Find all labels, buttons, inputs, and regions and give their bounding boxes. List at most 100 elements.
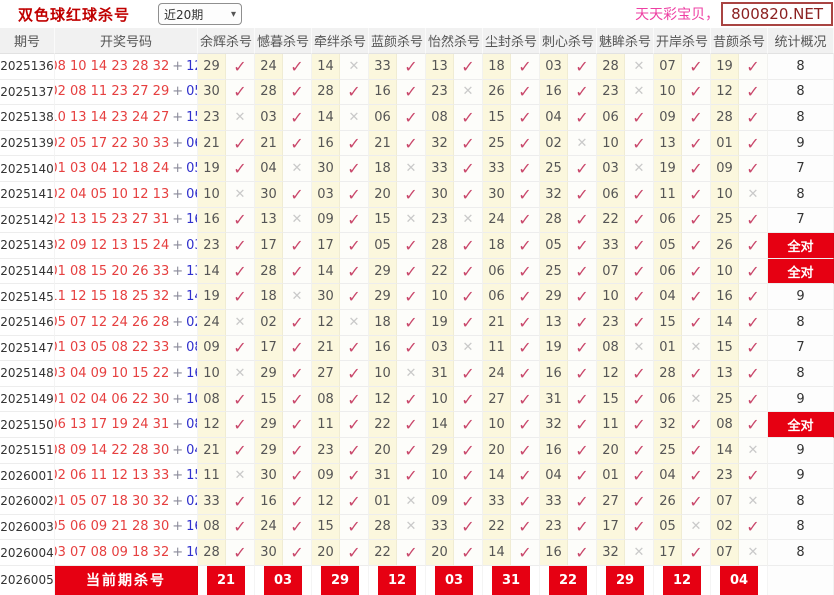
kill-mark-cell: ✓ — [625, 489, 654, 515]
current-kill-cell: 12 — [654, 565, 711, 595]
check-icon: ✓ — [290, 389, 304, 409]
kill-number-cell: 27 — [597, 489, 625, 515]
kill-mark-cell: ✓ — [682, 105, 711, 131]
kill-mark-cell: ✓ — [340, 437, 369, 464]
kill-mark-cell: ✓ — [397, 463, 426, 490]
kill-mark-cell: ✓ — [226, 284, 255, 310]
kill-mark-cell: ✓ — [454, 130, 483, 157]
check-icon: ✓ — [461, 363, 475, 383]
check-icon: ✓ — [233, 491, 247, 511]
kill-number-cell: 11 — [597, 412, 625, 438]
kill-mark-cell: ✓ — [511, 105, 540, 131]
blue-ball: 02 — [186, 314, 197, 330]
col-header-kill-6: 尘封杀号 — [483, 28, 540, 54]
kill-mark-cell: ✓ — [226, 412, 255, 438]
blue-ball: 08 — [186, 340, 197, 356]
check-icon: ✓ — [518, 543, 532, 563]
kill-number-cell: 12 — [312, 309, 340, 336]
kill-mark-cell: ✓ — [340, 386, 369, 413]
kill-number-cell: 14 — [711, 437, 739, 464]
col-header-period: 期号 — [0, 28, 55, 54]
kill-mark-cell: ✓ — [682, 284, 711, 310]
check-icon: ✓ — [404, 415, 418, 435]
period-cell: 2026002 — [0, 489, 55, 515]
kill-mark-cell: ✓ — [739, 258, 768, 285]
kill-number-cell: 23 — [540, 514, 568, 541]
kill-mark-cell: ✓ — [283, 437, 312, 464]
check-icon: ✓ — [461, 287, 475, 307]
kill-number-cell: 14 — [711, 309, 739, 336]
kill-number-table: 期号 开奖号码 余辉杀号 憾暮杀号 牵绊杀号 蓝颜杀号 怡然杀号 尘封杀号 刺心杀号 魅眸杀号 开岸… — [0, 28, 834, 595]
check-icon: ✓ — [404, 338, 418, 358]
period-cell: 2025143 — [0, 233, 55, 259]
col-header-kill-4: 蓝颜杀号 — [369, 28, 426, 54]
kill-number-cell: 23 — [312, 437, 340, 464]
stat-cell: 9 — [768, 437, 834, 464]
kill-mark-cell: ✓ — [397, 54, 426, 80]
red-balls: 08 10 14 23 28 32 — [55, 58, 170, 74]
blue-ball: 16 — [186, 212, 197, 228]
period-cell: 2025149 — [0, 386, 55, 413]
red-balls: 02 05 17 22 30 33 — [55, 135, 170, 151]
kill-mark-cell: ✓ — [625, 386, 654, 413]
check-icon: ✓ — [233, 159, 247, 179]
kill-number-cell: 06 — [654, 258, 682, 285]
stat-cell: 8 — [768, 54, 834, 80]
check-icon: ✓ — [689, 159, 703, 179]
kill-number-cell: 33 — [426, 514, 454, 541]
kill-mark-cell: ✓ — [568, 437, 597, 464]
kill-number-cell: 09 — [312, 463, 340, 490]
kill-mark-cell: ✓ — [568, 79, 597, 106]
check-icon: ✓ — [461, 261, 475, 281]
range-select[interactable]: 近20期 ▾ — [158, 3, 243, 25]
period-cell: 2025145 — [0, 284, 55, 310]
check-icon: ✓ — [404, 312, 418, 332]
check-icon: ✓ — [290, 107, 304, 127]
blue-ball: 05 — [186, 161, 197, 177]
draw-numbers-cell: 01 05 07 18 30 32+02 — [55, 489, 198, 515]
plus-sign: + — [172, 545, 184, 561]
kill-number-cell: 15 — [312, 514, 340, 541]
kill-number-cell: 10 — [369, 361, 397, 387]
kill-number-cell: 04 — [540, 463, 568, 490]
kill-mark-cell: ✓ — [454, 463, 483, 490]
kill-mark-cell: ✓ — [511, 514, 540, 541]
kill-mark-cell: ✕ — [739, 181, 768, 208]
red-balls: 01 03 04 12 18 24 — [55, 161, 170, 177]
kill-number-cell: 16 — [198, 207, 226, 234]
period-cell: 2026001 — [0, 463, 55, 490]
kill-mark-cell: ✓ — [625, 514, 654, 541]
kill-number-cell: 26 — [711, 233, 739, 259]
check-icon: ✓ — [461, 543, 475, 563]
kill-number-cell: 10 — [198, 361, 226, 387]
kill-number-cell: 21 — [255, 130, 283, 157]
kill-number-cell: 12 — [198, 412, 226, 438]
check-icon: ✓ — [461, 159, 475, 179]
check-icon: ✓ — [233, 210, 247, 230]
blue-ball: 16 — [186, 519, 197, 535]
kill-number-cell: 18 — [369, 309, 397, 336]
current-kill-badge: 21 — [207, 565, 245, 595]
kill-mark-cell: ✓ — [340, 489, 369, 515]
check-icon: ✓ — [347, 82, 361, 102]
check-icon: ✓ — [518, 312, 532, 332]
current-kill-cell: 03 — [255, 565, 312, 595]
kill-mark-cell: ✓ — [340, 79, 369, 106]
red-balls: 01 05 07 18 30 32 — [55, 493, 170, 509]
kill-number-cell: 17 — [597, 514, 625, 541]
kill-mark-cell: ✓ — [511, 412, 540, 438]
kill-number-cell: 22 — [426, 258, 454, 285]
current-kill-label: 当前期杀号 — [55, 565, 198, 595]
kill-number-cell: 24 — [198, 309, 226, 336]
kill-mark-cell: ✓ — [397, 386, 426, 413]
kill-mark-cell: ✓ — [226, 437, 255, 464]
kill-number-cell: 10 — [597, 130, 625, 157]
check-icon: ✓ — [746, 235, 760, 255]
red-balls: 03 07 08 09 18 32 — [55, 545, 170, 561]
kill-number-cell: 28 — [426, 233, 454, 259]
blue-ball: 10 — [186, 391, 197, 407]
cross-icon: ✕ — [348, 314, 360, 330]
draw-numbers-cell: 08 09 14 22 28 30+04 — [55, 437, 198, 464]
check-icon: ✓ — [461, 184, 475, 204]
check-icon: ✓ — [518, 261, 532, 281]
